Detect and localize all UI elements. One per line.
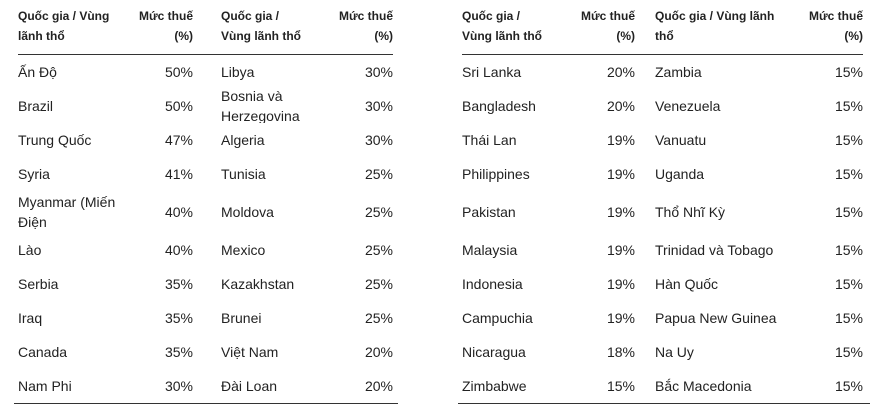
country-name: Venezuela (655, 98, 721, 114)
country-name: Sri Lanka (462, 64, 522, 80)
tariff-rate: 25% (364, 310, 393, 326)
country-name: Moldova (221, 204, 274, 220)
country-name: Na Uy (655, 344, 694, 360)
tariff-rate: 41% (164, 166, 193, 182)
country-name: Canada (18, 344, 68, 360)
country-name: Đài Loan (221, 378, 278, 394)
country-name: Algeria (221, 132, 265, 148)
country-name: Indonesia (462, 276, 523, 292)
tariff-rate: 15% (834, 242, 863, 258)
tariff-rate: 25% (364, 276, 393, 292)
tariff-rate: 19% (606, 132, 635, 148)
header-text: Mức thuế (%) (808, 9, 863, 43)
country-name: Mexico (221, 242, 266, 258)
country-name: Malaysia (462, 242, 518, 258)
country-name: Nam Phi (18, 378, 72, 394)
country-name: Iraq (18, 310, 43, 326)
tariff-rate: 19% (606, 276, 635, 292)
tariff-rate: 25% (364, 242, 393, 258)
tariff-rate: 19% (606, 242, 635, 258)
country-name: Zambia (655, 64, 702, 80)
country-name: Vanuatu (655, 132, 707, 148)
column-header: Quốc gia / Vùng lãnh thổ (18, 0, 129, 55)
tariff-rate: 30% (164, 378, 193, 394)
tariff-rate: 15% (834, 204, 863, 220)
country-name: Lào (18, 242, 42, 258)
tariff-rate: 50% (164, 98, 193, 114)
tariff-rate: 25% (364, 166, 393, 182)
tariff-rate: 15% (834, 276, 863, 292)
header-text: Quốc gia / Vùng lãnh thổ (221, 9, 301, 43)
column-header: Mức thuế (%) (571, 0, 635, 55)
tariff-rate: 15% (834, 310, 863, 326)
tariff-rate: 18% (606, 344, 635, 360)
country-name: Bangladesh (462, 98, 536, 114)
column-header: Mức thuế (%) (129, 0, 193, 55)
tariff-rate: 35% (164, 276, 193, 292)
tariff-rate: 15% (834, 344, 863, 360)
tariff-rate: 35% (164, 310, 193, 326)
header-text: Mức thuế (%) (580, 9, 635, 43)
country-name: Ấn Độ (18, 64, 57, 80)
country-name: Zimbabwe (462, 378, 527, 394)
tariff-rate: 50% (164, 64, 193, 80)
country-name: Uganda (655, 166, 705, 182)
tariff-rate: 20% (364, 344, 393, 360)
country-name: Trung Quốc (18, 132, 92, 148)
tariff-rate: 15% (834, 378, 863, 394)
tariff-rate: 35% (164, 344, 193, 360)
tariff-rate: 15% (834, 98, 863, 114)
country-name: Brunei (221, 310, 262, 326)
tariff-rate: 15% (834, 132, 863, 148)
column-header: Mức thuế (%) (807, 0, 863, 55)
tariff-rate: 20% (606, 64, 635, 80)
column-header: Quốc gia / Vùng lãnh thổ (635, 0, 807, 55)
tariff-rate: 40% (164, 204, 193, 220)
column-header: Mức thuế (%) (337, 0, 393, 55)
header-text: Quốc gia / Vùng lãnh thổ (18, 9, 110, 43)
tariff-rate: 15% (834, 64, 863, 80)
header-text: Quốc gia / Vùng lãnh thổ (462, 9, 542, 43)
country-name: Nicaragua (462, 344, 526, 360)
tariff-rate: 15% (834, 166, 863, 182)
tariff-rate: 20% (606, 98, 635, 114)
tariff-rate: 20% (364, 378, 393, 394)
country-name: Thổ Nhĩ Kỳ (655, 204, 726, 220)
tariff-rate: 30% (364, 98, 393, 114)
tariff-rate: 30% (364, 132, 393, 148)
tariff-rate: 19% (606, 204, 635, 220)
header-text: Mức thuế (%) (138, 9, 193, 43)
country-name: Trinidad và Tobago (655, 242, 774, 258)
column-header: Quốc gia / Vùng lãnh thổ (193, 0, 337, 55)
tariff-rate: 15% (606, 378, 635, 394)
tariff-rate: 19% (606, 310, 635, 326)
tariff-rate: 40% (164, 242, 193, 258)
country-name: Brazil (18, 98, 54, 114)
country-name: Myanmar (Miến Điện (18, 194, 116, 230)
country-name: Pakistan (462, 204, 516, 220)
header-text: Mức thuế (%) (338, 9, 393, 43)
tariff-rate: 19% (606, 166, 635, 182)
header-text: Quốc gia / Vùng lãnh thổ (655, 9, 775, 43)
country-name: Tunisia (221, 166, 266, 182)
tariff-rate: 47% (164, 132, 193, 148)
tariff-table: Quốc gia / Vùng lãnh thổ Mức thuế (%) Quốc… (458, 0, 870, 404)
country-name: Kazakhstan (221, 276, 295, 292)
country-name: Syria (18, 166, 50, 182)
country-name: Việt Nam (221, 344, 279, 360)
country-name: Hàn Quốc (655, 276, 719, 292)
tariff-rate: 30% (364, 64, 393, 80)
column-header: Quốc gia / Vùng lãnh thổ (462, 0, 571, 55)
country-name: Campuchia (462, 310, 533, 326)
country-name: Thái Lan (462, 132, 517, 148)
country-name: Papua New Guinea (655, 310, 777, 326)
country-name: Serbia (18, 276, 59, 292)
country-name: Philippines (462, 166, 530, 182)
country-name: Libya (221, 64, 255, 80)
country-name: Bosnia và Herzegovina (221, 89, 300, 123)
country-name: Bắc Macedonia (655, 378, 752, 394)
tariff-table: Quốc gia / Vùng lãnh thổ Mức thuế (%) Quốc… (14, 0, 398, 404)
tariff-rate: 25% (364, 204, 393, 220)
